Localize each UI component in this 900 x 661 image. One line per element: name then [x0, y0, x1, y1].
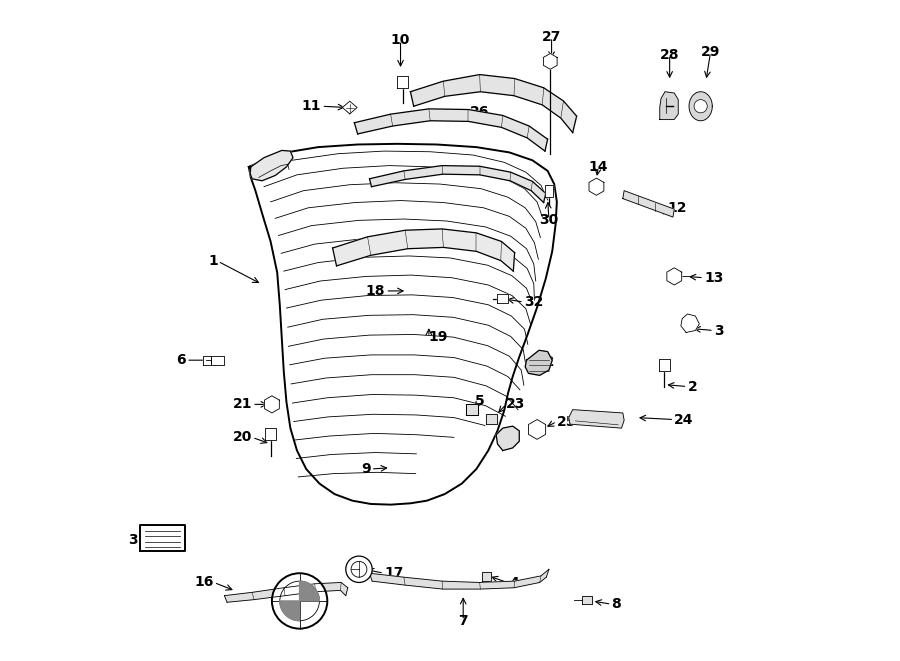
Text: 5: 5	[475, 394, 484, 408]
Text: 23: 23	[506, 397, 526, 411]
Text: 19: 19	[429, 330, 448, 344]
Text: 22: 22	[536, 354, 555, 368]
Polygon shape	[667, 268, 681, 285]
Text: 8: 8	[612, 598, 621, 611]
Polygon shape	[681, 314, 699, 332]
Polygon shape	[589, 178, 604, 195]
Circle shape	[272, 573, 328, 629]
Polygon shape	[212, 356, 224, 365]
Text: 26: 26	[470, 104, 490, 118]
Polygon shape	[397, 76, 408, 88]
Polygon shape	[342, 101, 357, 114]
Polygon shape	[266, 428, 276, 440]
Polygon shape	[300, 581, 319, 601]
Polygon shape	[659, 359, 670, 371]
Text: 15: 15	[302, 612, 321, 627]
Polygon shape	[486, 414, 498, 424]
Polygon shape	[224, 582, 347, 602]
Polygon shape	[582, 596, 592, 603]
Polygon shape	[496, 426, 519, 451]
Polygon shape	[140, 525, 184, 551]
Text: 21: 21	[232, 397, 252, 411]
Text: 16: 16	[194, 576, 214, 590]
Polygon shape	[250, 151, 293, 180]
Polygon shape	[370, 166, 545, 202]
Polygon shape	[482, 572, 490, 581]
Polygon shape	[569, 410, 624, 428]
Text: 12: 12	[668, 202, 688, 215]
Text: 13: 13	[704, 271, 724, 285]
Text: 2: 2	[688, 379, 698, 393]
Text: 1: 1	[208, 254, 218, 268]
Text: 31: 31	[129, 533, 148, 547]
Polygon shape	[466, 405, 478, 415]
Polygon shape	[528, 420, 545, 440]
Polygon shape	[689, 92, 712, 121]
Text: 6: 6	[176, 353, 186, 367]
Polygon shape	[544, 54, 557, 69]
Text: 28: 28	[660, 48, 680, 61]
Text: 9: 9	[361, 462, 371, 476]
Polygon shape	[544, 184, 554, 196]
Polygon shape	[280, 601, 300, 621]
Polygon shape	[248, 144, 557, 504]
Polygon shape	[498, 294, 508, 303]
Polygon shape	[370, 569, 549, 589]
Text: 14: 14	[589, 160, 608, 174]
Text: 29: 29	[701, 45, 720, 59]
Text: 3: 3	[714, 323, 724, 338]
Text: 32: 32	[524, 295, 544, 309]
Text: 10: 10	[391, 33, 410, 48]
Polygon shape	[623, 190, 674, 217]
Polygon shape	[410, 75, 577, 133]
Text: 7: 7	[458, 613, 468, 628]
Circle shape	[346, 556, 373, 582]
Polygon shape	[660, 92, 679, 120]
Text: 25: 25	[557, 414, 576, 428]
Text: 20: 20	[233, 430, 252, 444]
Text: 24: 24	[674, 412, 694, 426]
Polygon shape	[355, 109, 547, 151]
Text: 4: 4	[509, 576, 519, 590]
Polygon shape	[526, 350, 553, 375]
Text: 17: 17	[384, 566, 403, 580]
Text: 27: 27	[542, 30, 562, 44]
Circle shape	[694, 100, 707, 113]
Text: 11: 11	[302, 99, 321, 113]
Polygon shape	[333, 229, 515, 271]
Text: 18: 18	[366, 284, 385, 298]
Polygon shape	[203, 356, 212, 365]
Text: 30: 30	[539, 213, 559, 227]
Polygon shape	[265, 396, 279, 413]
